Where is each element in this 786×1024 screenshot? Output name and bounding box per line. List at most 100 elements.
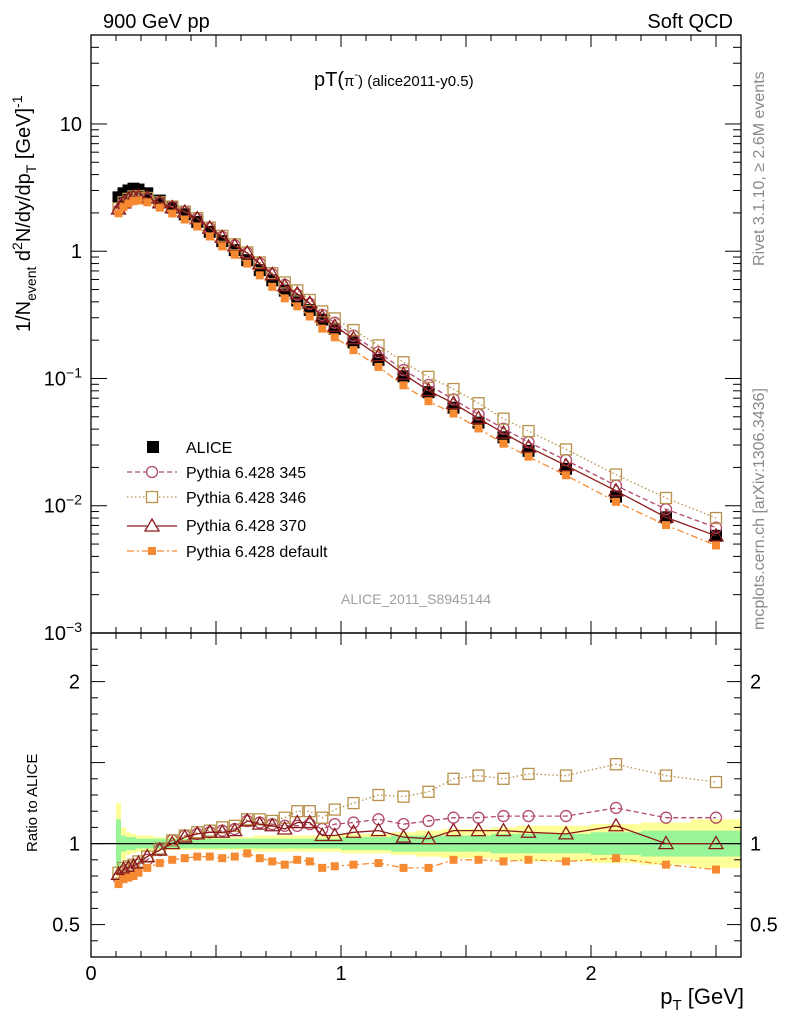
ratio-point-t345 bbox=[497, 809, 510, 823]
data-point-tdef bbox=[399, 381, 408, 390]
header-right: Soft QCD bbox=[647, 11, 733, 33]
ratio-point-t370 bbox=[314, 827, 331, 842]
ratio-point-tdef bbox=[399, 863, 408, 872]
ratio-point-t346 bbox=[347, 796, 360, 810]
ratio-point-t346 bbox=[659, 769, 673, 782]
data-point-t370 bbox=[326, 317, 343, 332]
ratio-line-t370 bbox=[118, 820, 716, 875]
series-tdef bbox=[114, 196, 720, 550]
ratio-point-t370 bbox=[276, 820, 293, 835]
ratio-point-t345 bbox=[659, 811, 673, 824]
ratio-point-tdef bbox=[562, 857, 570, 866]
ratio-point-t370 bbox=[557, 825, 575, 840]
ratio-point-t345 bbox=[422, 814, 435, 828]
data-point-tdef bbox=[305, 312, 314, 321]
legend-marker-alice bbox=[147, 441, 159, 453]
ratio-point-t345 bbox=[522, 809, 535, 823]
ratio-point-tdef bbox=[712, 865, 720, 874]
ratio-point-t370 bbox=[115, 861, 132, 876]
series-t370 bbox=[110, 188, 725, 542]
axes: 0 1 2 10 1 10−1 10−2 10−3 0.5 0.5 1 1 2 2 bbox=[44, 34, 778, 985]
data-point-tdef bbox=[280, 294, 289, 303]
ratio-point-t345 bbox=[347, 816, 360, 829]
data-point-tdef bbox=[330, 333, 339, 342]
data-point-t370 bbox=[520, 438, 537, 453]
data-point-tdef bbox=[349, 346, 358, 355]
data-point-t370 bbox=[495, 424, 512, 439]
ratio-point-t370 bbox=[301, 814, 318, 829]
ratio-point-t345 bbox=[609, 801, 623, 815]
data-point-t370 bbox=[251, 255, 268, 270]
y-tick-label: 10−2 bbox=[44, 492, 82, 518]
data-point-tdef bbox=[180, 215, 189, 224]
ratio-point-tdef bbox=[474, 855, 483, 864]
data-point-t346 bbox=[659, 491, 673, 505]
mcplots-label: mcplots.cern.ch [arXiv:1306.3436] bbox=[751, 388, 768, 630]
data-point-t370 bbox=[314, 308, 331, 323]
data-point-t370 bbox=[264, 266, 281, 281]
legend-label-370: Pythia 6.428 370 bbox=[186, 518, 306, 535]
ratio-point-tdef bbox=[349, 860, 358, 869]
legend-marker-346 bbox=[145, 490, 159, 504]
data-point-tdef bbox=[612, 497, 620, 506]
ratio-point-t370 bbox=[445, 822, 462, 837]
data-point-t370 bbox=[557, 457, 575, 472]
ratio-point-t370 bbox=[607, 817, 625, 832]
ratio-point-t370 bbox=[264, 817, 281, 832]
data-point-t346 bbox=[372, 339, 385, 352]
ratio-point-tdef bbox=[499, 857, 508, 866]
ratio-point-tdef bbox=[119, 875, 128, 884]
ratio-point-t370 bbox=[125, 857, 142, 872]
ratio-point-tdef bbox=[155, 859, 164, 868]
legend-entry-346: Pythia 6.428 346 bbox=[127, 490, 306, 507]
series-alice bbox=[112, 182, 722, 542]
x-tick-label: 2 bbox=[585, 963, 596, 985]
ratio-point-t346 bbox=[372, 788, 385, 802]
ratio-point-t370 bbox=[176, 828, 193, 843]
ratio-point-t346 bbox=[559, 769, 573, 782]
ratio-point-t370 bbox=[251, 815, 268, 830]
ratio-point-tdef bbox=[293, 855, 302, 864]
y-tick-label: 10−1 bbox=[44, 364, 82, 390]
data-point-alice bbox=[347, 336, 360, 349]
ratio-point-tdef bbox=[449, 855, 458, 864]
series-line-t370 bbox=[118, 195, 717, 537]
ratio-point-t346 bbox=[497, 772, 510, 785]
data-point-tdef bbox=[499, 439, 508, 448]
ratio-point-t370 bbox=[370, 822, 387, 837]
ratio-tick-label-right: 2 bbox=[750, 672, 761, 694]
data-point-t346 bbox=[559, 443, 573, 456]
ratio-plot-frame bbox=[90, 632, 742, 958]
data-point-tdef bbox=[318, 324, 327, 333]
data-point-alice bbox=[328, 322, 341, 335]
legend: ALICE Pythia 6.428 345 Pythia 6.428 346 … bbox=[127, 440, 328, 561]
ratio-point-t346 bbox=[397, 790, 410, 803]
data-point-t346 bbox=[347, 323, 360, 337]
data-point-t370 bbox=[239, 244, 256, 259]
data-point-t370 bbox=[345, 330, 362, 345]
ratio-point-tdef bbox=[255, 854, 264, 863]
data-point-tdef bbox=[524, 452, 533, 461]
ratio-point-t370 bbox=[707, 835, 725, 850]
data-point-t346 bbox=[303, 293, 316, 307]
ratio-point-t370 bbox=[226, 822, 243, 837]
data-point-t370 bbox=[470, 410, 487, 425]
data-point-t346 bbox=[328, 312, 341, 325]
y-tick-label: 10 bbox=[60, 114, 82, 136]
ratio-point-tdef bbox=[243, 849, 252, 858]
ratio-point-t346 bbox=[709, 775, 723, 789]
ratio-point-t370 bbox=[239, 812, 256, 827]
ratio-point-tdef bbox=[168, 855, 177, 864]
ratio-point-t370 bbox=[139, 848, 156, 863]
ratio-tick-label: 2 bbox=[69, 672, 80, 694]
ratio-point-t370 bbox=[345, 823, 362, 838]
ratio-point-tdef bbox=[134, 868, 143, 877]
ratio-point-t370 bbox=[495, 822, 512, 837]
x-tick-label: 1 bbox=[335, 963, 346, 985]
legend-label-345: Pythia 6.428 345 bbox=[186, 465, 306, 482]
data-point-t370 bbox=[607, 482, 625, 497]
ratio-point-tdef bbox=[180, 854, 189, 863]
ratio-point-t346 bbox=[522, 767, 535, 781]
ratio-plot-marks bbox=[91, 758, 741, 889]
